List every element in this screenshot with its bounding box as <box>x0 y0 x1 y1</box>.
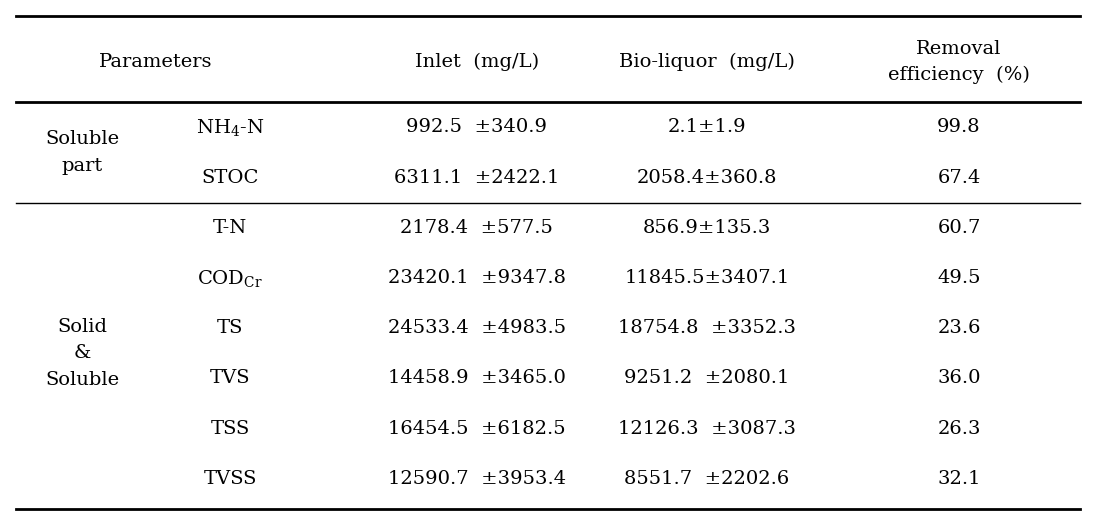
Text: Soluble
part: Soluble part <box>45 130 119 175</box>
Text: Solid
&
Soluble: Solid & Soluble <box>45 318 119 389</box>
Text: efficiency  (%): efficiency (%) <box>888 66 1030 84</box>
Text: Removal: Removal <box>916 39 1002 58</box>
Text: TS: TS <box>217 319 243 337</box>
Text: 2178.4  ±577.5: 2178.4 ±577.5 <box>400 219 553 237</box>
Text: 32.1: 32.1 <box>937 470 981 488</box>
Text: 36.0: 36.0 <box>937 370 981 387</box>
Text: 49.5: 49.5 <box>937 269 981 287</box>
Text: $\mathregular{COD_{Cr}}$: $\mathregular{COD_{Cr}}$ <box>197 268 263 289</box>
Text: STOC: STOC <box>202 169 259 187</box>
Text: T-N: T-N <box>213 219 248 237</box>
Text: 67.4: 67.4 <box>937 169 981 187</box>
Text: 23.6: 23.6 <box>937 319 981 337</box>
Text: 12590.7  ±3953.4: 12590.7 ±3953.4 <box>388 470 566 488</box>
Text: 2058.4±360.8: 2058.4±360.8 <box>637 169 777 187</box>
Text: Bio-liquor  (mg/L): Bio-liquor (mg/L) <box>619 52 795 71</box>
Text: TVS: TVS <box>210 370 250 387</box>
Text: 26.3: 26.3 <box>937 419 981 438</box>
Text: 23420.1  ±9347.8: 23420.1 ±9347.8 <box>388 269 566 287</box>
Text: 2.1±1.9: 2.1±1.9 <box>667 119 746 136</box>
Text: 24533.4  ±4983.5: 24533.4 ±4983.5 <box>388 319 566 337</box>
Text: 856.9±135.3: 856.9±135.3 <box>642 219 772 237</box>
Text: Parameters: Parameters <box>100 52 213 71</box>
Text: 12126.3  ±3087.3: 12126.3 ±3087.3 <box>618 419 796 438</box>
Text: 992.5  ±340.9: 992.5 ±340.9 <box>407 119 547 136</box>
Text: 8551.7  ±2202.6: 8551.7 ±2202.6 <box>625 470 789 488</box>
Text: $\mathregular{NH_4}$-N: $\mathregular{NH_4}$-N <box>196 117 264 138</box>
Text: Inlet  (mg/L): Inlet (mg/L) <box>414 52 539 71</box>
Text: TVSS: TVSS <box>204 470 256 488</box>
Text: 16454.5  ±6182.5: 16454.5 ±6182.5 <box>388 419 566 438</box>
Text: 14458.9  ±3465.0: 14458.9 ±3465.0 <box>388 370 566 387</box>
Text: 60.7: 60.7 <box>937 219 981 237</box>
Text: 6311.1  ±2422.1: 6311.1 ±2422.1 <box>395 169 559 187</box>
Text: TSS: TSS <box>210 419 250 438</box>
Text: 99.8: 99.8 <box>937 119 981 136</box>
Text: 11845.5±3407.1: 11845.5±3407.1 <box>625 269 789 287</box>
Text: 9251.2  ±2080.1: 9251.2 ±2080.1 <box>625 370 789 387</box>
Text: 18754.8  ±3352.3: 18754.8 ±3352.3 <box>618 319 796 337</box>
